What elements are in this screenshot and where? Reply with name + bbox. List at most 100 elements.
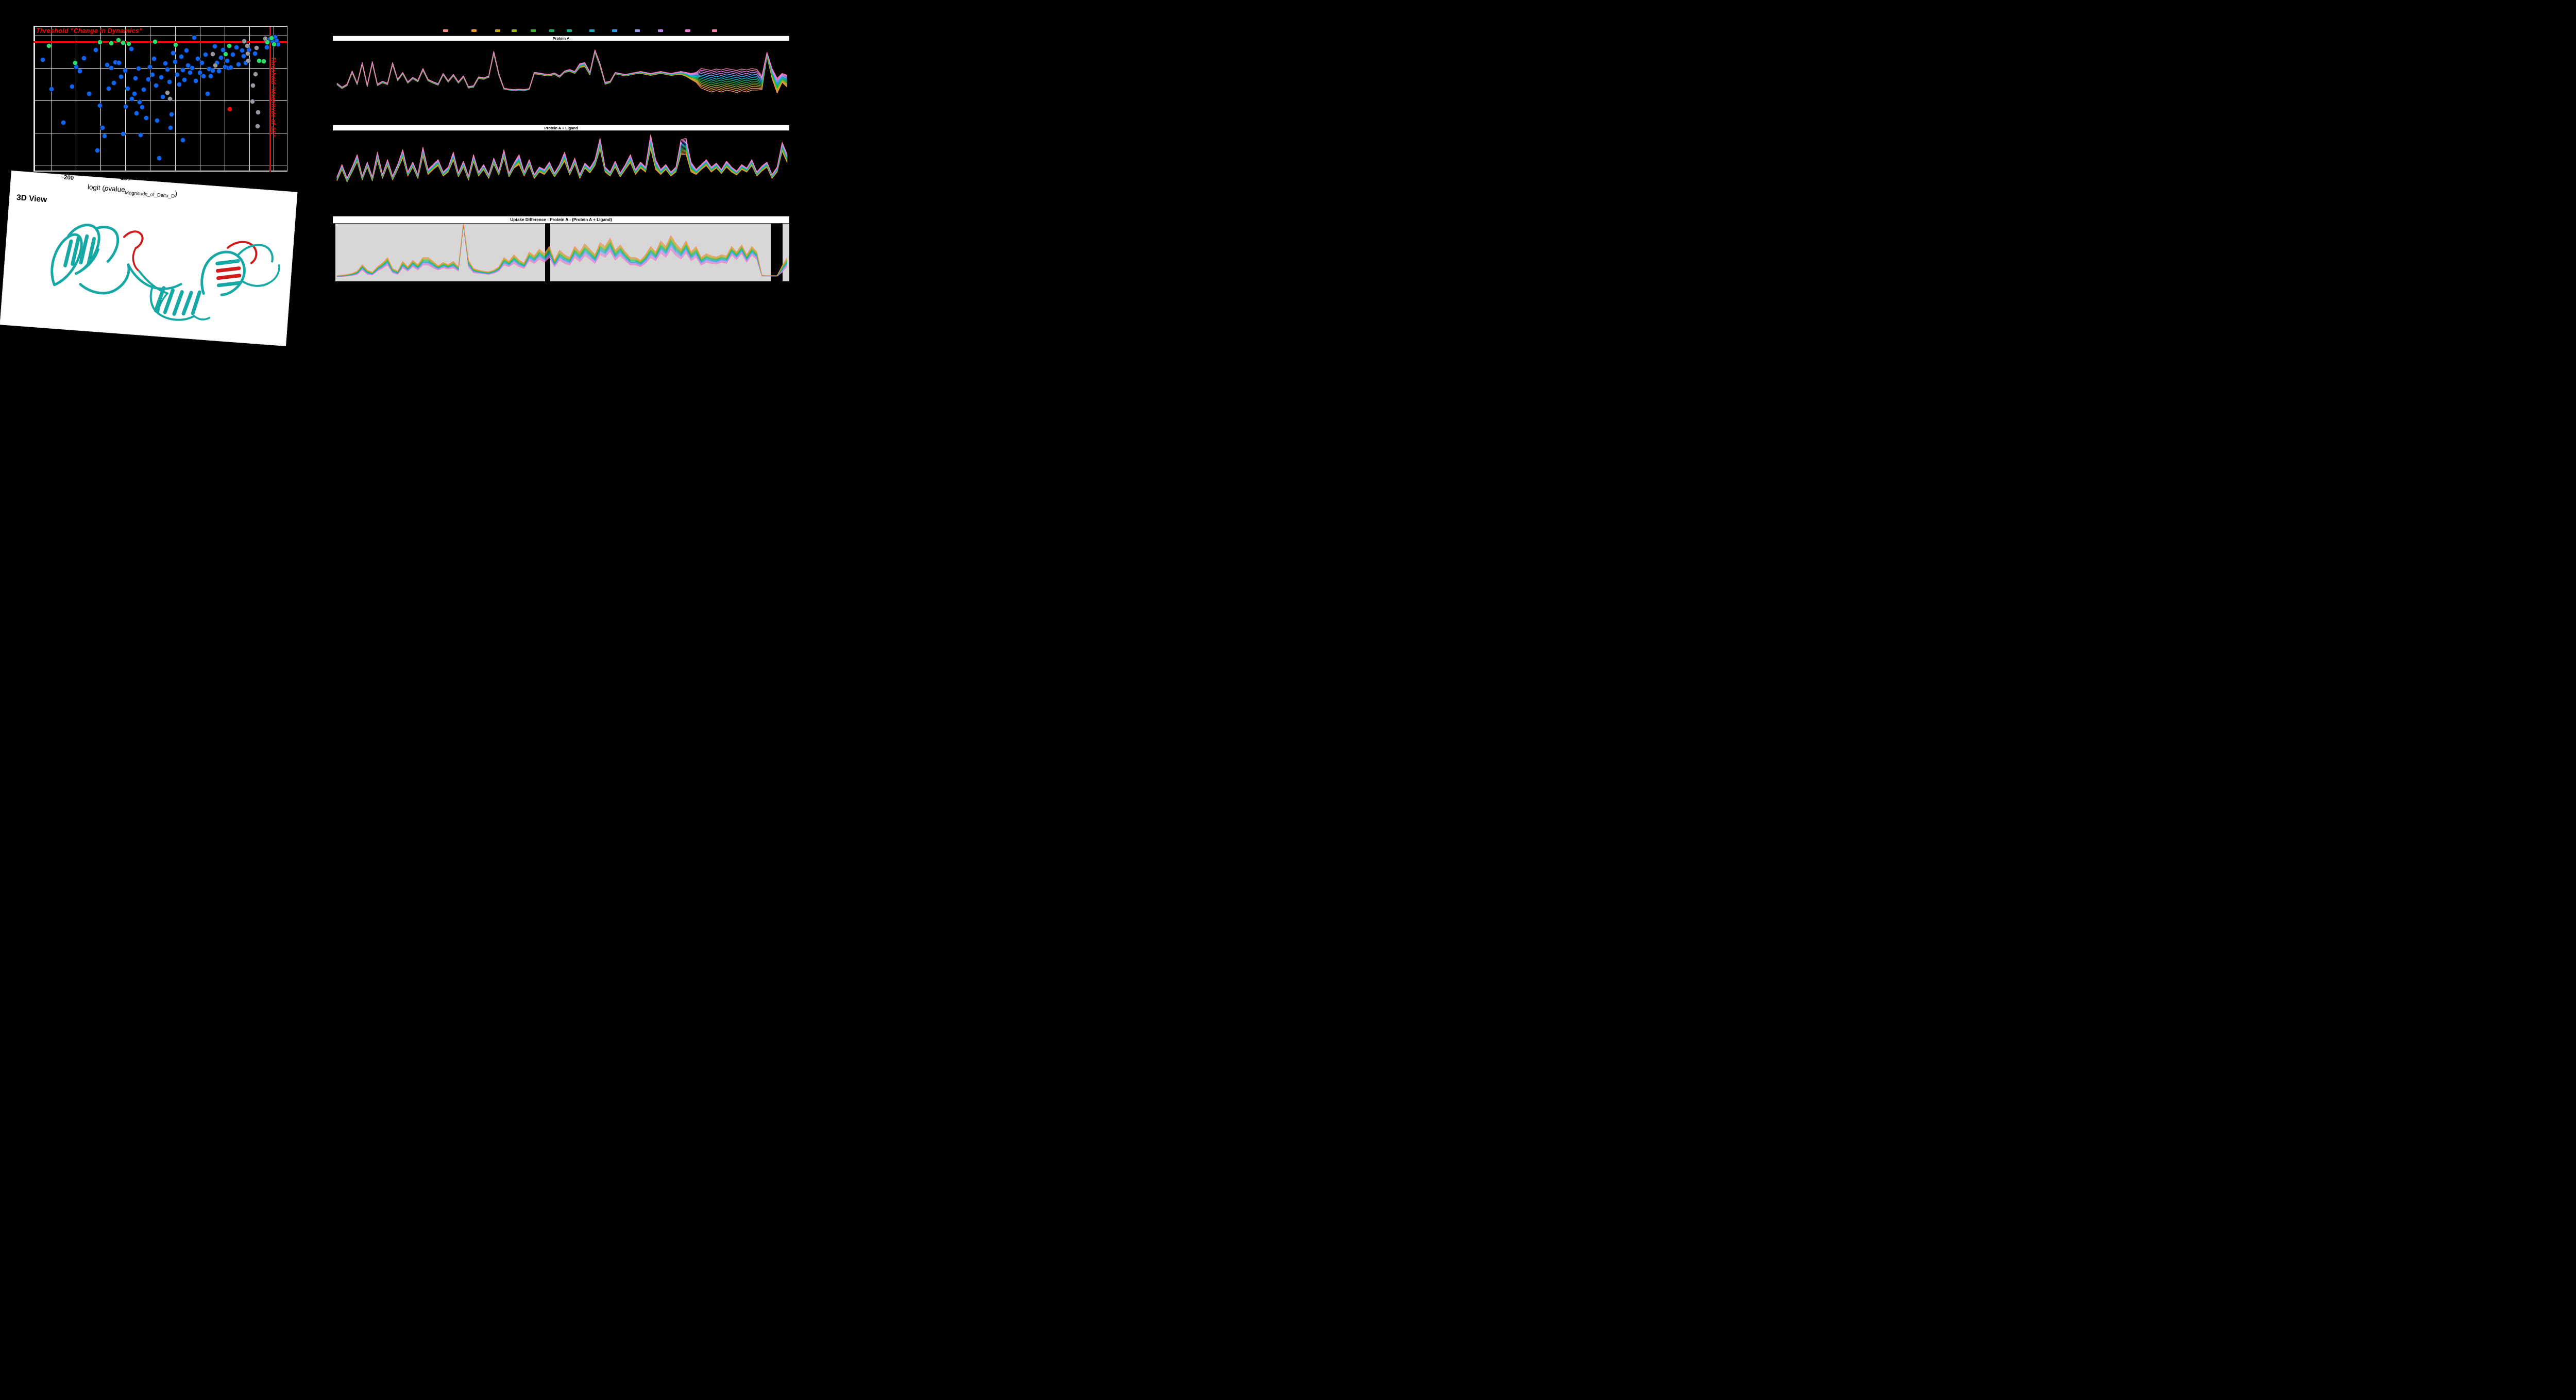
scatter-point-blue — [191, 35, 197, 40]
series-line-uptake_difference-t9 — [336, 225, 788, 277]
scatter-point-green — [223, 52, 228, 57]
scatter-point-blue — [93, 47, 99, 53]
scatter-point-blue — [70, 84, 75, 90]
scatter-point-blue — [174, 72, 180, 78]
scatter-point-blue — [132, 76, 138, 81]
scatter-point-blue — [176, 82, 182, 88]
scatter-point-blue — [164, 67, 170, 73]
scatter-point-gray — [253, 45, 259, 51]
scatter-point-blue — [100, 125, 106, 130]
protein-ribbon-segment — [71, 235, 81, 266]
scatter-point-gray — [167, 96, 173, 102]
volcano-plot — [33, 26, 287, 172]
protein-ribbon-segment — [200, 250, 246, 296]
scatter-point-blue — [189, 65, 195, 71]
scatter-point-blue — [239, 48, 245, 54]
scatter-point-blue — [170, 50, 176, 56]
protein-ribbon-segment — [154, 286, 166, 313]
legend-swatch — [612, 29, 617, 32]
gridline-horizontal — [35, 100, 287, 102]
scatter-point-blue — [241, 54, 246, 59]
scatter-point-gray — [249, 98, 255, 104]
protein-highlight-segment — [216, 274, 242, 280]
protein-highlight-segment — [216, 266, 241, 273]
protein-ribbon-segment — [138, 270, 168, 295]
series-line-uptake_difference-t0 — [336, 224, 788, 276]
scatter-point-blue — [210, 68, 215, 74]
scatter-point-blue — [48, 87, 54, 92]
legend-swatch — [589, 29, 595, 32]
scatter-point-blue — [154, 117, 160, 123]
scatter-point-blue — [205, 91, 210, 97]
scatter-point-blue — [61, 120, 66, 125]
scatter-point-gray — [245, 58, 251, 64]
view3d-panel: −200 −150 logit (pvalueMagnitude_of_Delt… — [0, 171, 298, 346]
scatter-point-blue — [125, 86, 130, 92]
scatter-point-blue — [162, 61, 168, 66]
protein-ribbon-graphic — [50, 224, 280, 321]
scatter-point-gray — [210, 52, 215, 57]
protein-ribbon-segment — [172, 290, 184, 316]
protein-ribbon-segment — [157, 292, 168, 314]
volcano-points-layer — [40, 34, 281, 161]
protein-ribbon-segment — [215, 259, 240, 265]
chart-protein-a-ligand — [336, 134, 788, 182]
scatter-point-blue — [143, 115, 149, 121]
scatter-point-green — [152, 39, 158, 44]
series-line-uptake_difference-t1 — [336, 224, 788, 276]
scatter-point-blue — [193, 78, 198, 84]
series-line-protein_a-t0 — [336, 52, 788, 94]
scatter-point-blue — [197, 70, 202, 76]
scatter-point-blue — [172, 59, 178, 65]
scatter-point-blue — [153, 83, 159, 89]
threshold-line-horizontal — [33, 41, 287, 43]
scatter-point-green — [97, 39, 103, 45]
threshold-magnitude-label: Threshold "Magnitude of ΔD" — [270, 57, 276, 137]
legend-swatch — [712, 29, 717, 32]
scatter-point-blue — [116, 60, 122, 66]
scatter-point-blue — [95, 147, 100, 153]
scatter-point-green — [126, 41, 131, 46]
series-line-uptake_difference-t11 — [336, 225, 788, 277]
scatter-point-gray — [252, 72, 258, 77]
scatter-point-green — [256, 58, 262, 64]
panel-title-protein-a: Protein A — [333, 36, 789, 41]
scatter-point-blue — [81, 56, 87, 61]
series-line-protein_a-t12 — [336, 49, 788, 90]
series-line-uptake_difference-t5 — [336, 224, 788, 277]
protein-ribbon-segment — [94, 226, 120, 263]
scatter-point-blue — [202, 52, 208, 58]
scatter-point-blue — [141, 87, 146, 93]
series-line-uptake_difference-t10 — [336, 225, 788, 277]
scatter-point-blue — [180, 137, 185, 143]
scatter-point-green — [261, 59, 266, 64]
legend-swatch — [443, 29, 448, 32]
scatter-point-blue — [87, 91, 92, 97]
scatter-point-red — [227, 106, 232, 112]
scatter-point-gray — [255, 123, 260, 129]
protein-highlight-segment — [123, 230, 144, 249]
scatter-point-green — [268, 35, 274, 41]
scatter-point-blue — [180, 68, 185, 73]
protein-ribbon-segment — [79, 234, 89, 265]
scatter-point-blue — [195, 56, 200, 62]
gridline-vertical — [249, 27, 250, 171]
scatter-point-blue — [108, 65, 114, 71]
scatter-point-green — [108, 40, 114, 46]
gridline-vertical — [100, 27, 101, 171]
scatter-point-blue — [181, 77, 187, 83]
scatter-point-green — [115, 37, 121, 43]
scatter-point-blue — [97, 103, 103, 108]
legend-swatch — [658, 29, 663, 32]
legend-swatch — [685, 29, 690, 32]
gridline-vertical — [175, 27, 176, 171]
scatter-point-green — [120, 40, 126, 45]
scatter-point-blue — [178, 54, 184, 60]
scatter-point-blue — [101, 133, 107, 139]
protein-ribbon-segment — [216, 281, 242, 288]
protein-ribbon-segment — [163, 288, 175, 314]
series-line-uptake_difference-t3 — [336, 224, 788, 276]
scatter-point-blue — [77, 69, 83, 74]
scatter-point-blue — [111, 80, 116, 86]
series-line-uptake_difference-t4 — [336, 224, 788, 277]
